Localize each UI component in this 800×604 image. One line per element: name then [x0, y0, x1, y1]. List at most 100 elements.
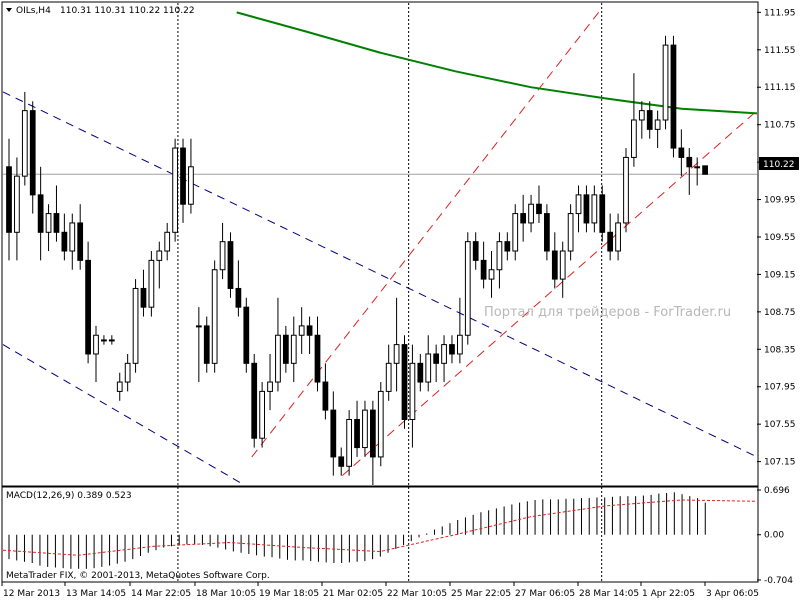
- x-tick-label: 18 Mar 10:05: [196, 589, 256, 599]
- candle-body: [528, 203, 534, 224]
- current-price-badge: [759, 157, 799, 170]
- y-tick-label: 111.95: [764, 8, 796, 18]
- x-tick-label: 27 Mar 06:05: [515, 589, 575, 599]
- y-tick-label: 107.95: [764, 383, 796, 393]
- moving-average-line[interactable]: [236, 11, 758, 115]
- candle-body: [472, 241, 479, 261]
- trendline[interactable]: [2, 344, 245, 486]
- y-tick-label: 108.75: [764, 308, 796, 318]
- y-tick-label: 111.15: [764, 83, 796, 93]
- candle-body: [235, 287, 242, 308]
- candle-body: [393, 344, 400, 364]
- candle-body: [686, 156, 693, 168]
- x-tick-label: 25 Mar 22:05: [451, 589, 511, 599]
- candle-body: [140, 287, 147, 308]
- candle-body: [615, 222, 621, 252]
- candle-body: [180, 147, 186, 205]
- candle-body: [433, 353, 440, 364]
- candle-body: [551, 250, 558, 280]
- candle-body: [662, 44, 669, 121]
- candle-body: [449, 344, 455, 355]
- candle-body: [425, 353, 432, 383]
- candle-body: [480, 259, 487, 280]
- candle-body: [369, 409, 376, 458]
- candle-body: [591, 194, 598, 224]
- candle-body: [14, 175, 20, 233]
- candle-body: [77, 222, 84, 261]
- candle-body: [338, 456, 345, 467]
- candle-body: [156, 250, 163, 261]
- candle-body: [211, 269, 218, 364]
- candle-body: [69, 222, 76, 252]
- candle-body: [702, 165, 708, 175]
- candle-body: [282, 334, 289, 364]
- candle-body: [116, 381, 123, 392]
- macd-y-tick-label: -0.704: [764, 576, 793, 586]
- y-tick-label: 107.15: [764, 458, 796, 468]
- candle-body: [61, 231, 68, 252]
- candle-body: [53, 213, 60, 233]
- candle-body: [362, 409, 368, 449]
- candle-body: [457, 334, 463, 355]
- candle-body: [638, 110, 645, 121]
- candle-body: [631, 119, 637, 158]
- candle-body: [275, 334, 281, 383]
- ohlc-readout: 110.31 110.31 110.22 110.22: [60, 6, 195, 16]
- candle-body: [290, 334, 297, 364]
- candle-body: [567, 213, 574, 252]
- candle-body: [409, 362, 416, 420]
- x-tick-label: 1 Apr 22:05: [642, 589, 695, 599]
- candle-body: [148, 259, 155, 308]
- x-tick-label: 19 Mar 18:05: [259, 589, 319, 599]
- copyright-text: MetaTrader FIX, © 2001-2013, MetaQuotes …: [6, 571, 270, 581]
- x-tick-label: 3 Apr 06:05: [706, 589, 759, 599]
- candle-body: [164, 231, 171, 252]
- trendline[interactable]: [251, 12, 600, 458]
- candle-body: [251, 362, 258, 439]
- candle-body: [298, 325, 305, 336]
- candle-body: [536, 203, 542, 215]
- candle-body: [21, 110, 28, 177]
- price-panel-frame: [1, 1, 759, 487]
- x-tick-label: 22 Mar 10:05: [387, 589, 447, 599]
- candle-body: [219, 241, 226, 271]
- candle-body: [227, 241, 234, 289]
- candle-body: [575, 194, 582, 215]
- x-tick-label: 12 Mar 2013: [3, 589, 60, 599]
- x-tick-label: 13 Mar 14:05: [66, 589, 126, 599]
- candle-body: [6, 166, 12, 233]
- candle-body: [306, 325, 313, 336]
- x-tick-label: 14 Mar 22:05: [131, 589, 191, 599]
- chart-title: OILs,H4: [16, 6, 51, 16]
- candle-body: [670, 44, 677, 149]
- y-tick-label: 109.55: [764, 233, 796, 243]
- candle-body: [108, 339, 115, 342]
- current-price-label: 110.22: [763, 160, 795, 170]
- candle-body: [694, 166, 701, 169]
- candle-body: [496, 241, 503, 271]
- y-tick-label: 109.95: [764, 196, 796, 206]
- candle-body: [583, 194, 590, 224]
- candle-body: [646, 110, 653, 130]
- candle-body: [599, 194, 606, 233]
- candle-body: [188, 166, 194, 205]
- candle-body: [654, 119, 661, 130]
- candle-body: [172, 147, 178, 233]
- candle-body: [314, 334, 321, 383]
- macd-y-tick-label: 0.00: [764, 531, 784, 541]
- dropdown-arrow-icon[interactable]: [6, 8, 12, 12]
- candle-body: [488, 269, 495, 280]
- candle-body: [512, 213, 519, 252]
- candle-body: [678, 147, 685, 158]
- candle-body: [559, 250, 566, 280]
- candle-body: [195, 325, 202, 328]
- candle-body: [45, 213, 52, 233]
- candle-body: [401, 344, 408, 420]
- y-tick-label: 108.35: [764, 345, 796, 355]
- candle-body: [417, 362, 424, 383]
- candle-body: [346, 418, 353, 467]
- y-tick-label: 111.55: [764, 46, 796, 56]
- candle-body: [203, 325, 210, 364]
